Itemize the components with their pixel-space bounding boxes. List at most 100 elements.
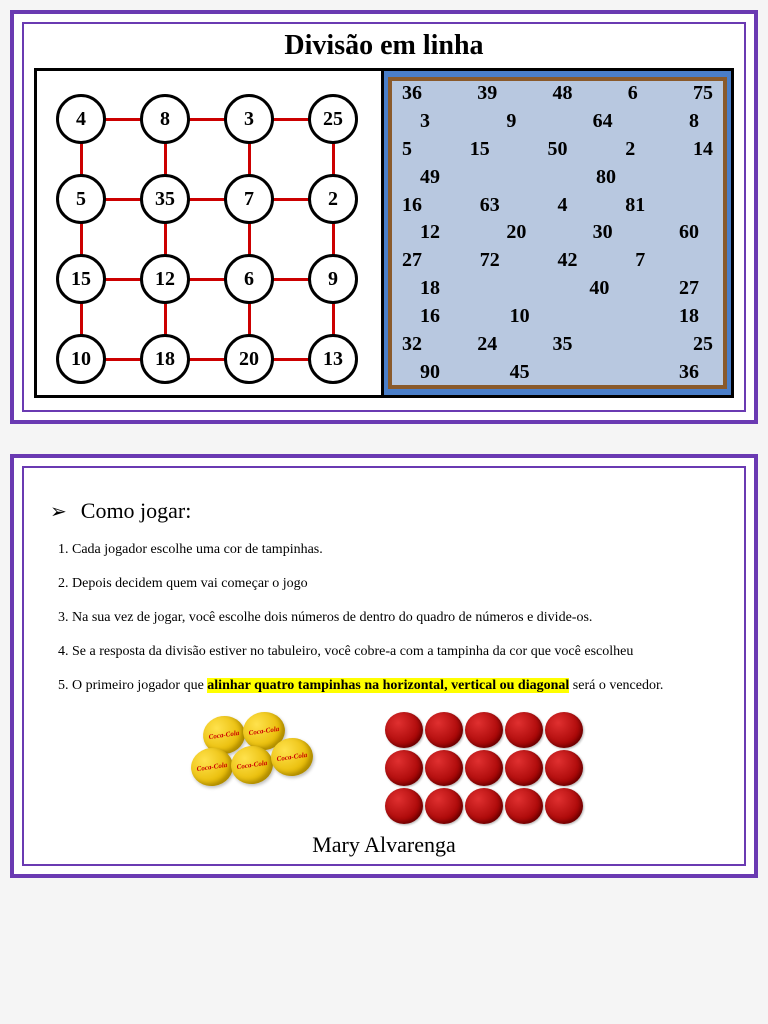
author-name: Mary Alvarenga: [50, 832, 718, 858]
numbox-value: 42: [558, 250, 578, 271]
board-node: 10: [56, 334, 106, 384]
board-node: 2: [308, 174, 358, 224]
rule5-highlight: alinhar quatro tampinhas na horizontal, …: [207, 678, 569, 693]
numbox-row: 18 40 27: [396, 278, 719, 299]
numbox-value: 18: [679, 306, 699, 327]
number-panel: 363948675396485155021449 80 1663481 1220…: [384, 68, 734, 398]
red-cap: [385, 750, 423, 786]
red-cap: [465, 788, 503, 824]
numbox-value: 16: [420, 306, 440, 327]
caps-row: Coca-Cola Coca-Cola Coca-Cola Coca-Cola …: [50, 712, 718, 824]
numbox-value: 35: [553, 334, 573, 355]
numbox-value: 32: [402, 334, 422, 355]
board-node: 12: [140, 254, 190, 304]
numbox-value: [628, 334, 638, 355]
howto-heading: ➢Como jogar:: [50, 498, 718, 524]
numbox-value: [513, 167, 523, 188]
numbox-value: 60: [679, 222, 699, 243]
numbox-value: 14: [693, 139, 713, 160]
numbox-row: 39648: [396, 111, 719, 132]
numbox-row: 322435 25: [396, 334, 719, 355]
board-node: 6: [224, 254, 274, 304]
numbox-value: 27: [402, 250, 422, 271]
numbox-value: 10: [510, 306, 530, 327]
numbox-row: 49 80: [396, 167, 719, 188]
board-node: 7: [224, 174, 274, 224]
numbox-value: 16: [402, 195, 422, 216]
red-cap: [425, 788, 463, 824]
numbox-value: 7: [635, 250, 645, 271]
numbox-value: 12: [420, 222, 440, 243]
numbox-value: [703, 195, 713, 216]
rule5-hl-text: alinhar quatro tampinhas na: [207, 678, 382, 693]
rule-item: Cada jogador escolhe uma cor de tampinha…: [72, 542, 718, 558]
red-cap: [425, 750, 463, 786]
red-cap: [465, 750, 503, 786]
numbox-value: 3: [420, 111, 430, 132]
numbox-value: [510, 278, 520, 299]
board-node: 4: [56, 94, 106, 144]
board-node: 25: [308, 94, 358, 144]
rule5-pre: O primeiro jogador que: [72, 678, 207, 693]
numbox-value: [703, 250, 713, 271]
page-title: Divisão em linha: [34, 30, 734, 62]
numbox-row: 36 39 48 6 75: [396, 83, 719, 104]
numbox-value: 40: [589, 278, 609, 299]
rule-item: Se a resposta da divisão estiver no tabu…: [72, 644, 718, 660]
numbox-value: 39: [477, 83, 497, 104]
red-cap: [505, 750, 543, 786]
board-node: 18: [140, 334, 190, 384]
numbox-value: 81: [625, 195, 645, 216]
numbox-value: 6: [628, 83, 638, 104]
red-cap: [505, 712, 543, 748]
board-node: 5: [56, 174, 106, 224]
red-cap: [545, 788, 583, 824]
howto-heading-text: Como jogar:: [81, 498, 192, 523]
numbox-value: 36: [679, 362, 699, 383]
numbox-value: 75: [693, 83, 713, 104]
numbox-row: 2772427: [396, 250, 719, 271]
numbox-row: 12 20 30 60: [396, 222, 719, 243]
numbox-value: 64: [593, 111, 613, 132]
numbox-value: [599, 306, 609, 327]
numbox-value: 20: [506, 222, 526, 243]
numbox-value: [689, 167, 699, 188]
rules-list: Cada jogador escolhe uma cor de tampinha…: [50, 542, 718, 694]
red-cap: [425, 712, 463, 748]
board-node: 8: [140, 94, 190, 144]
red-caps-group: [385, 712, 583, 824]
rule5-post: será o vencedor.: [569, 678, 663, 693]
numbox-value: 4: [558, 195, 568, 216]
numbox-value: 36: [402, 83, 422, 104]
numbox-value: [599, 362, 609, 383]
numbox-value: 15: [470, 139, 490, 160]
numbox-value: 49: [420, 167, 440, 188]
game-wrap: 483255357215126910182013 363948675396485…: [34, 68, 734, 398]
board-node: 20: [224, 334, 274, 384]
numbox-value: 27: [679, 278, 699, 299]
numbox-value: 8: [689, 111, 699, 132]
board-node: 13: [308, 334, 358, 384]
board-node: 15: [56, 254, 106, 304]
red-cap: [545, 750, 583, 786]
rule5-bold: horizontal, vertical ou diagonal: [383, 678, 570, 693]
red-cap: [545, 712, 583, 748]
numbox-row: 1663481: [396, 195, 719, 216]
rule-item: O primeiro jogador que alinhar quatro ta…: [72, 678, 718, 694]
yellow-caps-group: Coca-Cola Coca-Cola Coca-Cola Coca-Cola …: [185, 712, 325, 802]
node-board: 483255357215126910182013: [34, 68, 384, 398]
board-node: 3: [224, 94, 274, 144]
numbox-value: 25: [693, 334, 713, 355]
numbox-value: 30: [593, 222, 613, 243]
game-card-inner: Divisão em linha 48325535721512691018201…: [22, 22, 746, 412]
numbox-value: 45: [510, 362, 530, 383]
numbox-value: 80: [596, 167, 616, 188]
board-node: 9: [308, 254, 358, 304]
numbox-value: 18: [420, 278, 440, 299]
instructions-inner: ➢Como jogar: Cada jogador escolhe uma co…: [22, 466, 746, 866]
numbox-value: 5: [402, 139, 412, 160]
numbox-value: 48: [553, 83, 573, 104]
game-card: Divisão em linha 48325535721512691018201…: [10, 10, 758, 424]
numbox-value: 2: [625, 139, 635, 160]
red-cap: [465, 712, 503, 748]
